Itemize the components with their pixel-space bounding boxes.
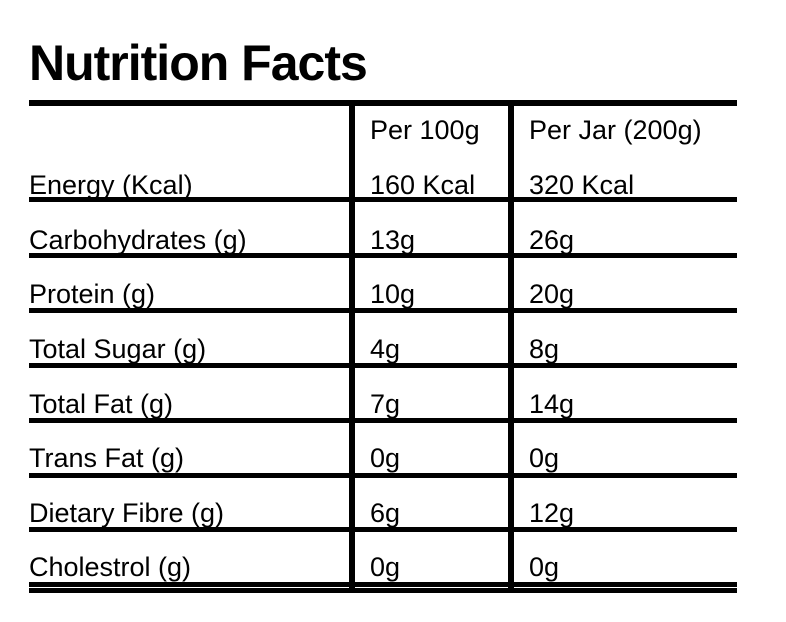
row-divider (29, 308, 737, 313)
table-top-rule (29, 100, 737, 106)
table-bottom-rule (29, 588, 737, 593)
nutrient-name: Trans Fat (g) (29, 443, 185, 473)
row-divider (29, 197, 737, 202)
value-per-jar: 0g (529, 443, 560, 473)
value-per-jar: 8g (529, 334, 560, 364)
column-divider (508, 100, 514, 593)
value-per-jar: 26g (529, 225, 575, 255)
nutrient-name: Dietary Fibre (g) (29, 498, 225, 528)
header-cell-per-100g: Per 100g (370, 115, 480, 145)
value-per-100g: 6g (370, 498, 401, 528)
value-per-jar: 12g (529, 498, 575, 528)
value-per-100g: 13g (370, 225, 416, 255)
column-divider (349, 100, 355, 593)
value-per-100g: 0g (370, 552, 401, 582)
value-per-jar: 14g (529, 389, 575, 419)
row-divider (29, 582, 737, 587)
row-divider (29, 473, 737, 478)
nutrition-table: Per 100g Per Jar (200g) Energy (Kcal) 16… (29, 100, 737, 593)
value-per-jar: 0g (529, 552, 560, 582)
nutrient-name: Protein (g) (29, 279, 156, 309)
value-per-100g: 0g (370, 443, 401, 473)
value-per-jar: 320 Kcal (529, 170, 635, 200)
nutrient-name: Carbohydrates (g) (29, 225, 247, 255)
page-title: Nutrition Facts (29, 35, 368, 91)
nutrient-name: Total Sugar (g) (29, 334, 207, 364)
nutrient-name: Energy (Kcal) (29, 170, 193, 200)
nutrient-name: Total Fat (g) (29, 389, 174, 419)
row-divider (29, 527, 737, 532)
value-per-100g: 10g (370, 279, 416, 309)
value-per-100g: 160 Kcal (370, 170, 476, 200)
value-per-100g: 4g (370, 334, 401, 364)
value-per-jar: 20g (529, 279, 575, 309)
value-per-100g: 7g (370, 389, 401, 419)
header-cell-per-jar: Per Jar (200g) (529, 115, 702, 145)
row-divider (29, 363, 737, 368)
nutrient-name: Cholestrol (g) (29, 552, 192, 582)
row-divider (29, 418, 737, 423)
row-divider (29, 253, 737, 258)
